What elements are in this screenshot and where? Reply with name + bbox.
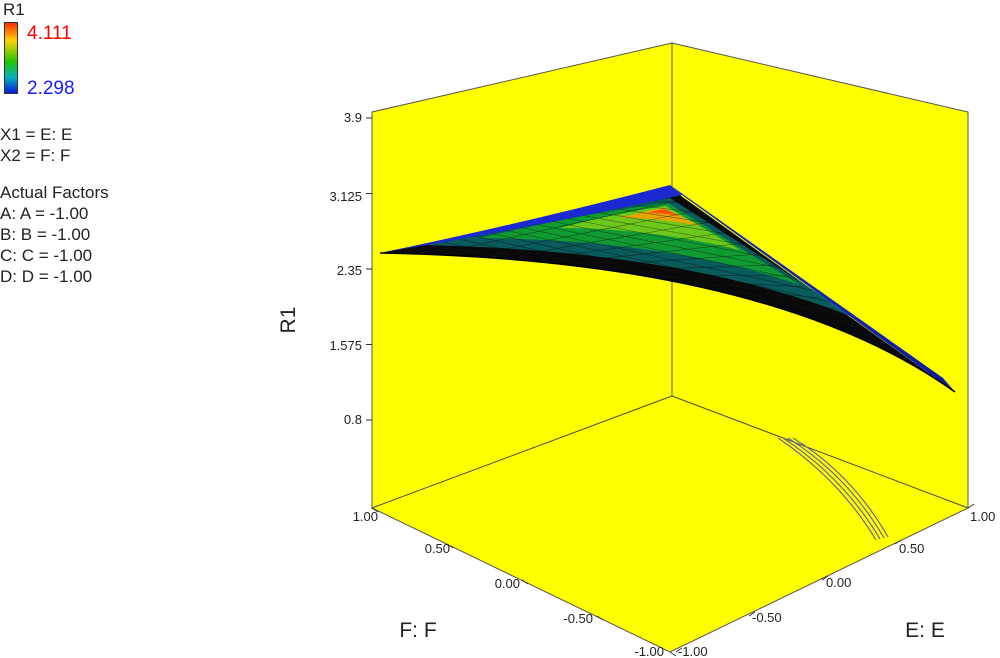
z-axis: 3.9 3.125 2.35 1.575 0.8 R1 <box>277 110 372 427</box>
x2-definition: X2 = F: F <box>0 146 71 165</box>
e-tick-label: -1.00 <box>678 644 708 658</box>
f-axis: 1.00 0.50 0.00 -0.50 -1.00 F: F <box>353 507 677 658</box>
f-tick-label: -0.50 <box>563 611 593 626</box>
e-axis-title: E: E <box>905 619 945 642</box>
f-tick-label: 0.50 <box>425 541 450 556</box>
factor-info: X1 = E: E X2 = F: F Actual Factors A: A … <box>0 124 109 287</box>
legend-title: R1 <box>3 0 25 19</box>
actual-factor-b: B: B = -1.00 <box>0 225 91 244</box>
f-axis-title: F: F <box>399 619 436 642</box>
z-tick-label: 3.9 <box>344 110 362 125</box>
e-tick-label: -0.50 <box>752 610 782 625</box>
z-axis-title: R1 <box>277 307 300 334</box>
f-tick-label: 0.00 <box>495 576 520 591</box>
e-axis: -1.00 -0.50 0.00 0.50 1.00 E: E <box>675 503 995 658</box>
x1-definition: X1 = E: E <box>0 125 73 144</box>
f-tick-label: -1.00 <box>634 644 664 658</box>
actual-factors-title: Actual Factors <box>0 183 109 202</box>
z-tick-label: 1.575 <box>329 338 362 353</box>
z-tick-label: 3.125 <box>329 189 362 204</box>
z-tick-label: 0.8 <box>344 412 362 427</box>
legend-max-label: 4.111 <box>27 23 72 44</box>
actual-factor-d: D: D = -1.00 <box>0 267 93 286</box>
actual-factor-c: C: C = -1.00 <box>0 246 93 265</box>
f-tick-label: 1.00 <box>353 509 378 524</box>
response-surface <box>379 185 956 393</box>
z-tick-label: 2.35 <box>337 263 362 278</box>
legend-min-label: 2.298 <box>27 78 75 99</box>
e-tick-label: 0.00 <box>826 575 851 590</box>
color-scale-bar <box>4 22 18 94</box>
floor-contours <box>777 437 889 541</box>
actual-factor-a: A: A = -1.00 <box>0 204 89 223</box>
e-tick-label: 1.00 <box>970 509 995 524</box>
e-tick-label: 0.50 <box>899 541 924 556</box>
